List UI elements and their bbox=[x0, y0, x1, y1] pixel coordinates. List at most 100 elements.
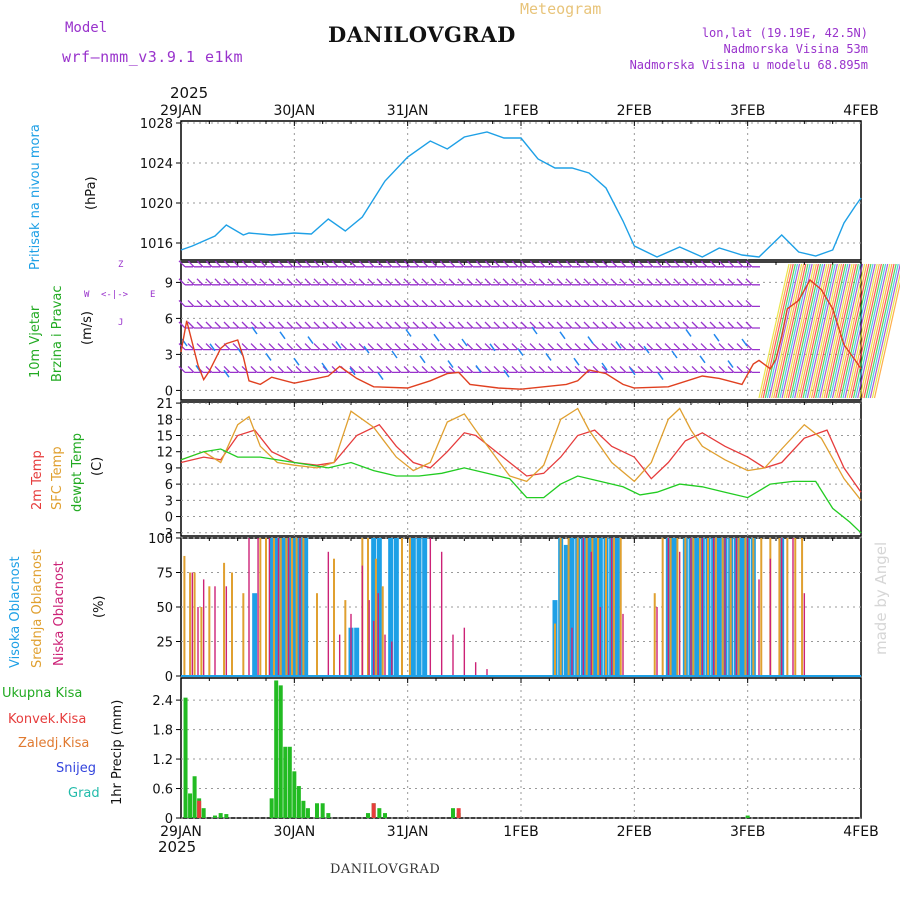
y-tick-label: 6 bbox=[165, 312, 173, 327]
y-tick-label: 2.4 bbox=[152, 694, 173, 709]
wind-hatch-line bbox=[829, 263, 861, 399]
cloud-mid-bar bbox=[721, 538, 724, 676]
cloud-high-bar bbox=[393, 538, 399, 676]
wind-hatch-line bbox=[855, 263, 887, 399]
wind-hatch-line bbox=[798, 263, 830, 399]
precip-total-bar bbox=[278, 685, 283, 818]
cloud-low-bar bbox=[429, 538, 432, 676]
cloud-low-bar bbox=[384, 634, 386, 676]
precip-total-bar bbox=[315, 803, 319, 818]
y-tick-label: 0 bbox=[165, 670, 173, 685]
precip-total-bar bbox=[213, 815, 217, 818]
cloud-mid-bar bbox=[295, 538, 298, 676]
wind-hatch-line bbox=[777, 263, 809, 399]
temp-dewpt-line bbox=[180, 448, 862, 534]
date-label-top: 29JAN bbox=[160, 103, 202, 119]
cloud-mid-bar bbox=[272, 538, 275, 676]
cloud-mid-bar bbox=[344, 600, 347, 676]
cloud-low-bar bbox=[735, 538, 738, 676]
cloud-low-bar bbox=[368, 600, 370, 676]
cloud-mid-bar bbox=[801, 538, 804, 676]
credit-text: made by Angel bbox=[872, 541, 890, 655]
cloud-low-bar bbox=[191, 572, 194, 676]
wind-hatch-line bbox=[773, 263, 805, 399]
wind-hatch-line bbox=[810, 263, 843, 399]
wind-barb-row bbox=[178, 343, 760, 351]
wind-rose-cross-icon: <-|-> bbox=[101, 290, 129, 300]
pressure-unit: (hPa) bbox=[84, 176, 99, 210]
y-tick-label: 50 bbox=[156, 601, 173, 616]
wind-rose-j: J bbox=[118, 318, 124, 328]
date-label-top: 4FEB bbox=[843, 103, 878, 119]
cloud-high-bar bbox=[371, 538, 377, 676]
cloud-low-bar bbox=[214, 586, 216, 676]
cloud-high-bar bbox=[569, 538, 575, 676]
wind-hatch-line bbox=[800, 263, 832, 399]
y-tick-label: 1020 bbox=[140, 197, 173, 212]
model-label: Model bbox=[65, 20, 108, 36]
wind-hatch-line bbox=[817, 263, 849, 399]
model-elevation-label: Nadmorska Visina u modelu 68.895m bbox=[629, 58, 868, 72]
footer-title: DANILOVGRAD bbox=[330, 862, 441, 877]
wind-hatch-line bbox=[850, 263, 882, 399]
wind-rose-e: E bbox=[150, 290, 156, 300]
cloud-low-bar bbox=[582, 538, 585, 676]
date-label-top: 2FEB bbox=[617, 103, 652, 119]
precip-total-bar bbox=[274, 680, 279, 818]
wind-hatch-line bbox=[789, 263, 822, 399]
precip-total-bar bbox=[283, 746, 288, 818]
wind-hatch-line bbox=[848, 263, 880, 399]
panel-frame bbox=[180, 120, 862, 261]
temp-sfc-line bbox=[180, 407, 862, 501]
cloud-mid-bar bbox=[183, 555, 186, 676]
wind-barb-row bbox=[178, 321, 760, 329]
cloud-low-bar bbox=[486, 669, 488, 676]
wind-hatch-line bbox=[762, 263, 794, 399]
date-label-top: 1FEB bbox=[503, 103, 538, 119]
cloud-mid-bar bbox=[265, 538, 267, 676]
cloud-low-bar bbox=[361, 565, 364, 676]
cloud-mid-bar bbox=[554, 623, 556, 676]
wind-hatch-line bbox=[760, 263, 792, 399]
cloud-low-bar bbox=[712, 538, 715, 676]
cloud-mid-bar bbox=[597, 538, 600, 676]
precip-total-bar bbox=[269, 798, 274, 818]
precip-total-bar bbox=[320, 803, 325, 818]
temp-2m-label: 2m Temp bbox=[30, 450, 45, 510]
precip-conv-bar bbox=[371, 803, 376, 818]
wind-hatch-line bbox=[819, 263, 851, 399]
cloud-low-label: Niska Oblacnost bbox=[52, 561, 67, 666]
cloud-mid-bar bbox=[567, 538, 570, 676]
cloud-mid-bar bbox=[401, 538, 403, 676]
wind-hatch-line bbox=[764, 263, 796, 399]
date-label-bottom: 4FEB bbox=[843, 824, 878, 840]
cloud-mid-bar bbox=[231, 572, 233, 676]
precip-total-bar bbox=[301, 800, 306, 818]
cloud-low-bar bbox=[474, 662, 477, 676]
cloud-high-bar bbox=[303, 538, 309, 676]
cloud-unit: (%) bbox=[92, 595, 107, 619]
cloud-mid-bar bbox=[653, 593, 656, 676]
wind-hatch-line bbox=[859, 263, 891, 399]
wind-hatch-line bbox=[802, 263, 834, 399]
cloud-high-bar bbox=[563, 544, 569, 676]
cloud-mid-bar bbox=[381, 586, 384, 676]
cloud-mid-bar bbox=[699, 538, 702, 676]
wind-hatch-line bbox=[842, 263, 874, 399]
precip-total-bar bbox=[326, 813, 331, 818]
cloud-high-bar bbox=[416, 538, 422, 676]
cloud-mid-bar bbox=[605, 538, 607, 676]
cloud-low-bar bbox=[327, 551, 330, 676]
legend-freezing-rain: Zaledj.Kisa bbox=[18, 736, 90, 751]
cloud-high-bar bbox=[422, 538, 428, 676]
cloud-high-bar bbox=[614, 538, 620, 676]
cloud-mid-bar bbox=[208, 586, 211, 676]
precip-total-bar bbox=[287, 746, 292, 818]
cloud-low-bar bbox=[610, 538, 613, 676]
date-label-top: 30JAN bbox=[273, 103, 315, 119]
wind-hatch-line bbox=[825, 263, 857, 399]
cloud-mid-bar bbox=[374, 558, 377, 676]
y-tick-label: 9 bbox=[165, 462, 173, 477]
wind-hatch-line bbox=[865, 263, 897, 399]
cloud-low-bar bbox=[248, 538, 250, 676]
